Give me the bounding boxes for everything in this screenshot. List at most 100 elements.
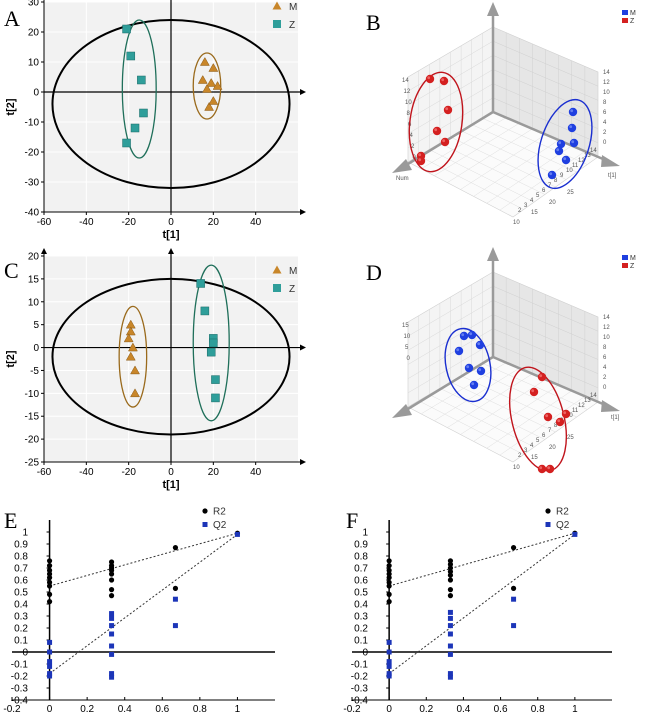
y-tick-label: 20	[28, 252, 40, 263]
point-R2	[108, 593, 115, 599]
legend-marker-Z	[273, 284, 281, 292]
tick-label: 5	[536, 193, 540, 199]
grid-line	[486, 145, 572, 204]
grid-line	[492, 55, 599, 101]
tick-label: 13	[584, 153, 591, 159]
tick-label: 10	[603, 90, 610, 96]
tick-label: 6	[603, 355, 607, 361]
tick-label: 12	[578, 403, 585, 409]
point-R2	[46, 591, 53, 598]
grid-line	[492, 314, 599, 360]
point-R2	[108, 571, 115, 577]
legend-marker-M	[272, 265, 282, 274]
point-Q2	[447, 671, 453, 677]
point-M-shine	[549, 172, 553, 176]
grid-line	[482, 118, 588, 165]
tick-label: 4	[530, 198, 534, 204]
panel-letter: F	[346, 508, 358, 533]
point-M-shine	[569, 125, 573, 129]
point-Q2	[447, 674, 453, 680]
point-Q2	[109, 674, 115, 680]
point-Z-shine	[418, 158, 422, 162]
point-R2	[386, 583, 392, 589]
x-axis-label: t[1]	[162, 479, 179, 491]
point-R2	[46, 563, 53, 569]
y-tick-label: 0.4	[14, 600, 28, 611]
point-Q2	[572, 531, 578, 537]
point-M-shine	[563, 157, 567, 161]
axis-label-t1: t[1]	[608, 173, 617, 179]
tick-label: 8	[407, 111, 411, 117]
x-tick-label: -40	[79, 217, 94, 228]
point-R2	[46, 571, 53, 577]
legend-marker-Z	[622, 18, 628, 23]
legend-marker-Z	[273, 20, 281, 28]
tick-label: 8	[603, 345, 607, 351]
y-tick-label: 0.4	[354, 600, 368, 611]
point-Z-shine	[557, 419, 561, 423]
tick-label: 12	[603, 80, 610, 86]
point-Z	[555, 417, 565, 427]
y-tick-label: 15	[28, 274, 40, 285]
grid-line	[407, 69, 494, 120]
grid-line	[407, 342, 494, 394]
point-Q2	[109, 611, 115, 617]
x-axis-label: t[1]	[162, 229, 179, 241]
point-R2	[46, 579, 53, 586]
tick-label: 12	[404, 89, 411, 95]
tick-label: 10	[513, 465, 520, 471]
depth-axis-arrow	[392, 159, 412, 173]
grid-line	[407, 285, 494, 337]
y-tick-label: 0.5	[354, 588, 368, 599]
grid-line	[407, 300, 494, 351]
point-R2	[447, 569, 454, 575]
point-R2	[447, 572, 454, 578]
depth-axis	[402, 355, 494, 414]
point-M-shine	[558, 141, 562, 145]
y-tick-label: -15	[25, 412, 40, 423]
point-M	[454, 346, 464, 356]
point-R2	[46, 558, 53, 564]
y-tick-label: 1	[362, 528, 368, 539]
tick-label: 6	[603, 110, 607, 116]
point-Q2	[47, 639, 53, 645]
grid-line	[471, 369, 577, 418]
tick-label: 2	[603, 130, 607, 136]
y-tick-label: 1	[22, 528, 28, 539]
point-Z-shine	[547, 466, 551, 470]
tick-label: 12	[603, 325, 610, 331]
tick-label: 4	[603, 365, 607, 371]
grid-line	[492, 69, 599, 115]
y-tick-label: -10	[25, 118, 40, 129]
point-M-shine	[571, 140, 575, 144]
horizontal-axis-arrow	[601, 155, 620, 167]
y-tick-label: 30	[28, 0, 40, 9]
legend-marker-M	[622, 10, 628, 15]
point-Z	[537, 464, 547, 474]
tick-label: 8	[554, 423, 558, 429]
point-Z	[432, 126, 442, 136]
legend-label-M: M	[289, 266, 297, 277]
tick-label: 10	[405, 100, 412, 106]
tick-label: 7	[548, 183, 552, 189]
y-tick-label: 0.1	[14, 636, 28, 647]
x-tick-label: 0	[47, 704, 53, 715]
tick-label: 2	[603, 375, 607, 381]
scatter-point-M	[123, 333, 134, 343]
point-M	[547, 170, 557, 180]
point-M-shine	[478, 368, 482, 372]
scatter-point-M	[197, 74, 208, 84]
point-Q2	[447, 609, 453, 615]
y-tick-label: 0.2	[354, 624, 368, 635]
regression-line	[388, 533, 576, 675]
panel-letter-b: B	[366, 10, 381, 35]
axis-label-t1: t[1]	[611, 415, 620, 421]
point-Z-shine	[427, 76, 431, 80]
point-Z-shine	[545, 414, 549, 418]
y-tick-label: 0.2	[14, 624, 28, 635]
point-R2	[386, 571, 392, 577]
y-tick-label: -0.1	[11, 660, 29, 671]
point-Z	[561, 409, 571, 419]
legend-marker-R2	[545, 508, 551, 514]
x-tick-label: 40	[250, 217, 262, 228]
